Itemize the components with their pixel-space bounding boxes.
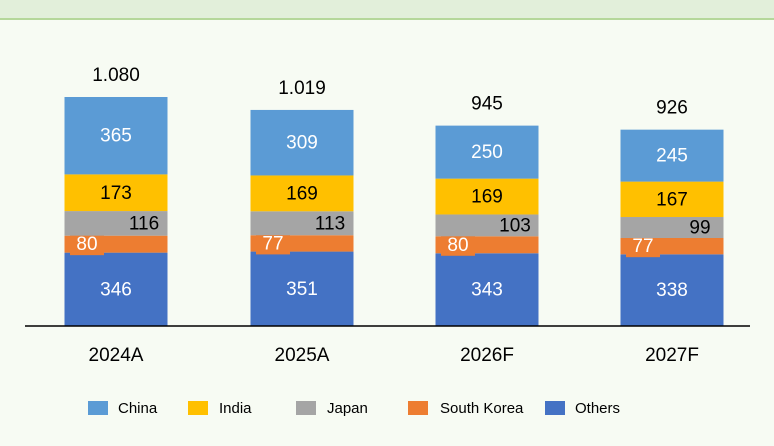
data-label: 173 <box>100 183 132 204</box>
data-label: 343 <box>471 280 503 301</box>
x-tick-label: 2025A <box>275 345 330 366</box>
total-label: 945 <box>471 94 503 115</box>
bar-segment <box>250 109 354 176</box>
bar-segment <box>620 217 724 239</box>
legend-label: Japan <box>327 400 368 417</box>
data-label: 77 <box>262 233 283 254</box>
label-box <box>256 232 290 255</box>
data-label: 167 <box>656 189 688 210</box>
label-box <box>441 233 475 256</box>
bar-segment <box>435 178 539 215</box>
data-label: 80 <box>76 234 97 255</box>
data-label: 80 <box>447 235 468 256</box>
data-label: 250 <box>471 142 503 163</box>
header-strip <box>0 0 774 19</box>
bar-segment <box>64 252 168 326</box>
data-label: 77 <box>632 236 653 257</box>
bar-segment <box>435 253 539 326</box>
data-label: 169 <box>471 187 503 208</box>
total-label: 1.019 <box>278 78 326 99</box>
data-label: 365 <box>100 126 132 147</box>
data-label: 346 <box>100 279 132 300</box>
label-box <box>626 235 660 258</box>
bar-segment <box>620 129 724 182</box>
bar-segment <box>64 97 168 175</box>
bar-segment <box>620 254 724 326</box>
bar-segment <box>250 175 354 212</box>
data-label: 309 <box>286 133 318 154</box>
data-label: 351 <box>286 279 318 300</box>
data-label: 103 <box>499 215 531 236</box>
bar-segment <box>620 181 724 218</box>
bar-segment <box>64 174 168 212</box>
bar-segment <box>435 214 539 237</box>
legend-swatch <box>545 401 565 415</box>
data-label: 116 <box>129 213 159 234</box>
total-label: 926 <box>656 98 688 119</box>
x-tick-label: 2026F <box>460 345 514 366</box>
legend-label: China <box>118 400 158 417</box>
legend-label: India <box>219 400 252 417</box>
legend-label: South Korea <box>440 400 524 417</box>
bar-segment <box>64 211 168 236</box>
data-label: 113 <box>315 213 345 234</box>
label-box <box>70 233 104 256</box>
legend-swatch <box>188 401 208 415</box>
bar-segment <box>435 125 539 179</box>
data-label: 338 <box>656 280 688 301</box>
legend-label: Others <box>575 400 620 417</box>
total-label: 1.080 <box>92 65 140 86</box>
legend-swatch <box>408 401 428 415</box>
x-tick-label: 2027F <box>645 345 699 366</box>
x-tick-label: 2024A <box>89 345 144 366</box>
bar-segment <box>250 211 354 236</box>
data-label: 99 <box>689 218 710 239</box>
legend-swatch <box>88 401 108 415</box>
legend-swatch <box>296 401 316 415</box>
data-label: 169 <box>286 183 318 204</box>
data-label: 245 <box>656 146 688 167</box>
bar-segment <box>250 251 354 326</box>
